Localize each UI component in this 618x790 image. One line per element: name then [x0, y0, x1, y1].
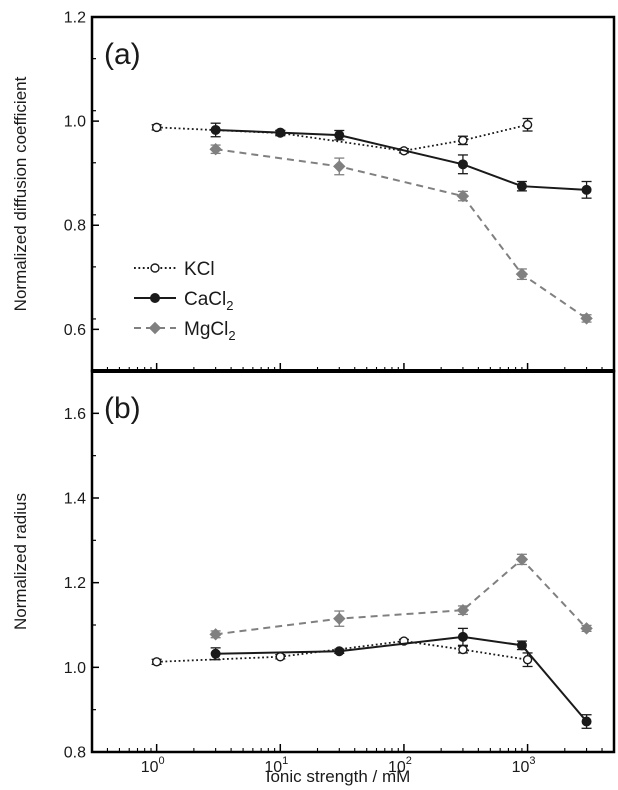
x-tick-base: 10 [264, 759, 282, 776]
legend-label-subscript: 2 [226, 298, 233, 313]
panel-a-cacl2-point [457, 159, 468, 170]
legend-label-subscript: 2 [228, 328, 235, 343]
panel-b: 0.8 1.0 1.2 1.4 1.6 Normalized radius (b) [11, 369, 616, 762]
x-tick-label: 103 [512, 755, 536, 776]
panel-b-kcl-point [522, 655, 533, 665]
panel-a-kcl-line [156, 123, 528, 152]
panel-a-cacl2-point [581, 184, 592, 195]
panel-a-label: (a) [104, 38, 141, 71]
x-tick-exponent: 2 [406, 755, 412, 767]
panel-b-label: (b) [104, 392, 141, 425]
legend-cacl2-label: CaCl2 [184, 289, 233, 313]
panel-a-kcl-point [522, 120, 533, 130]
panel-b-cacl2-point [581, 716, 592, 727]
x-axis: 100 101 102 103 [141, 755, 536, 776]
panel-b-cacl2-line [215, 635, 588, 723]
panel-a-cacl2-point [210, 124, 221, 135]
panel-a-frame [90, 15, 616, 373]
x-tick-exponent: 1 [282, 755, 288, 767]
panel-b-y-tick-label: 1.0 [64, 660, 86, 677]
panel-b-cacl2-point [210, 648, 221, 659]
panel-b-mgcl2-point [209, 628, 222, 641]
x-tick-exponent: 3 [529, 755, 535, 767]
panel-a-mgcl2-point [580, 312, 593, 325]
legend-mgcl2-marker [148, 321, 162, 335]
legend-label-main: KCl [184, 259, 215, 280]
panel-a-kcl-point [151, 122, 162, 133]
panel-a-mgcl2-point [333, 160, 346, 173]
x-tick-base: 10 [512, 759, 530, 776]
panel-a-y-axis-title: Normalized diffusion coefficient [11, 76, 30, 311]
panel-b-mgcl2-point [456, 603, 470, 617]
panel-a-cacl2-point [516, 181, 527, 192]
x-axis-title: Ionic strength / mM [266, 767, 411, 786]
x-tick-label: 101 [264, 755, 288, 776]
panel-b-mgcl2-point [515, 553, 529, 566]
legend-kcl-marker [150, 263, 160, 273]
panel-b-y-tick-label: 1.6 [64, 406, 86, 423]
panel-b-y-axis-title: Normalized radius [11, 493, 30, 630]
panel-a-cacl2-point [275, 127, 286, 138]
panel-a-mgcl2-line [215, 148, 588, 320]
legend-cacl2-marker [150, 293, 160, 303]
legend-kcl-label: KCl [184, 259, 215, 280]
panel-b-mgcl2-line [215, 557, 588, 636]
panel-a-y-tick-label: 0.6 [64, 322, 86, 339]
panel-a: 0.6 0.8 1.0 1.2 Normalized diffusion coeffic… [11, 10, 616, 373]
panel-a-y-tick-label: 1.0 [64, 114, 86, 131]
panel-a-mgcl2-point [209, 143, 222, 156]
legend-label-main: MgCl [184, 319, 228, 340]
panel-b-y-tick-label: 1.2 [64, 575, 86, 592]
panel-a-y-tick-label: 0.8 [64, 218, 86, 235]
panel-b-cacl2-point [457, 631, 468, 642]
panel-a-cacl2-line [215, 128, 587, 191]
panel-a-cacl2-point [334, 130, 345, 141]
panel-b-mgcl2-point [580, 622, 593, 635]
panel-b-frame [90, 369, 616, 754]
panel-b-cacl2-point [334, 646, 345, 657]
panel-a-y-tick-label: 1.2 [64, 10, 86, 27]
panel-b-kcl-point [151, 657, 162, 667]
panel-a-kcl-point [458, 135, 468, 146]
panel-a-mgcl2-point [515, 267, 529, 281]
panel-b-y-tick-label: 1.4 [64, 491, 86, 508]
x-tick-base: 10 [141, 759, 159, 776]
legend-label-main: CaCl [184, 289, 226, 310]
x-tick-base: 10 [388, 759, 406, 776]
panel-b-mgcl2-point [333, 612, 346, 625]
panel-a-mgcl2-point [456, 189, 470, 203]
x-tick-label: 102 [388, 755, 412, 776]
legend-mgcl2-label: MgCl2 [184, 319, 236, 343]
x-tick-label: 100 [141, 755, 165, 776]
panel-b-y-tick-label: 0.8 [64, 745, 86, 762]
x-tick-exponent: 0 [158, 755, 164, 767]
panel-b-kcl-point [275, 652, 285, 662]
panel-b-cacl2-point [516, 640, 527, 651]
panel-b-kcl-point [458, 644, 468, 655]
